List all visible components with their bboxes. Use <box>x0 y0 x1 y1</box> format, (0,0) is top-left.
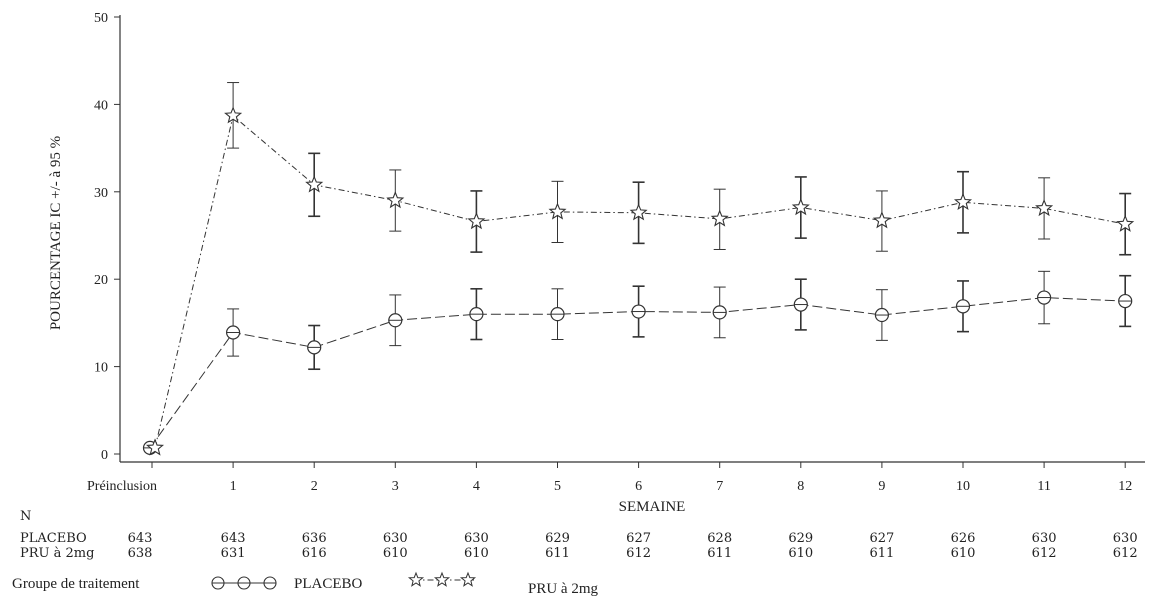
x-tick-label: 12 <box>1118 479 1132 494</box>
n-table-cell: 612 <box>1032 546 1057 561</box>
n-table-cell: 629 <box>545 531 570 546</box>
n-table-cell: 611 <box>869 546 894 561</box>
data-point <box>710 209 729 227</box>
x-tick-label: 6 <box>635 479 642 494</box>
n-table-cell: 627 <box>869 531 894 546</box>
n-table-cell: 627 <box>626 531 651 546</box>
n-table-cell: 629 <box>788 531 813 546</box>
legend-marker-star <box>407 571 425 587</box>
n-table-cell: 638 <box>128 546 153 561</box>
legend-marker-star <box>433 571 451 587</box>
x-tick-label: 5 <box>554 479 561 494</box>
n-table-cell: 630 <box>1113 531 1138 546</box>
n-table-cell: 616 <box>302 546 327 561</box>
legend: Groupe de traitement PLACEBO PRU à 2mg <box>12 571 599 597</box>
y-tick-label: 10 <box>94 361 108 376</box>
data-point <box>467 212 486 230</box>
x-axis-title: SEMAINE <box>619 499 686 515</box>
n-table-cell: 610 <box>788 546 813 561</box>
x-tick-label: 3 <box>392 479 399 494</box>
y-tick-label: 20 <box>94 273 108 288</box>
x-tick-label: 1 <box>230 479 237 494</box>
n-table: N PLACEBO 643 643 636 630 630 629 627 628 629 627 62… <box>20 509 1138 561</box>
data-point <box>629 203 648 221</box>
series-layer <box>142 82 1135 456</box>
series-line <box>149 297 1126 449</box>
n-table-cell: 628 <box>707 531 732 546</box>
n-table-cell: 643 <box>221 531 246 546</box>
data-point <box>386 191 405 209</box>
y-tick-label: 0 <box>101 448 108 463</box>
data-point <box>872 211 891 229</box>
y-tick-label: 40 <box>94 98 108 113</box>
n-table-cell: 612 <box>1113 546 1138 561</box>
legend-label-placebo: PLACEBO <box>294 576 363 592</box>
n-table-cell: 630 <box>464 531 489 546</box>
n-table-cell: 611 <box>707 546 732 561</box>
x-tick-label: 7 <box>716 479 723 494</box>
data-point <box>1116 214 1135 232</box>
data-point <box>145 438 165 456</box>
n-table-cell: 611 <box>545 546 570 561</box>
series-pru <box>145 82 1135 456</box>
x-tick-label: Préinclusion <box>87 479 157 494</box>
legend-label-pru: PRU à 2mg <box>528 581 599 597</box>
x-tick-label: 9 <box>878 479 885 494</box>
legend-marker-star <box>459 571 477 587</box>
y-tick-label: 50 <box>94 11 108 26</box>
x-tick-label: 4 <box>473 479 480 494</box>
data-point <box>1035 198 1054 217</box>
n-table-cell: 630 <box>383 531 408 546</box>
data-point <box>548 202 567 220</box>
n-table-row-label: PLACEBO <box>20 531 87 546</box>
x-tick-label: 8 <box>797 479 804 494</box>
legend-title: Groupe de traitement <box>12 576 140 592</box>
data-point <box>791 198 810 216</box>
n-table-row-label: PRU à 2mg <box>20 546 94 561</box>
n-table-cell: 631 <box>221 546 246 561</box>
data-point <box>305 175 324 193</box>
y-axis-title: POURCENTAGE IC +/- à 95 % <box>48 136 64 330</box>
x-tick-label: 10 <box>956 479 970 494</box>
n-table-cell: 630 <box>1032 531 1057 546</box>
n-table-cell: 643 <box>128 531 153 546</box>
n-table-cell: 610 <box>951 546 976 561</box>
y-tick-label: 30 <box>94 186 108 201</box>
n-table-cell: 626 <box>951 531 976 546</box>
n-table-cell: 636 <box>302 531 327 546</box>
data-point <box>224 106 243 124</box>
x-tick-label: 11 <box>1037 479 1050 494</box>
n-table-header: N <box>20 509 31 524</box>
n-table-cell: 612 <box>626 546 651 561</box>
series-placebo <box>142 270 1133 455</box>
n-table-cell: 610 <box>464 546 489 561</box>
data-point <box>953 192 973 211</box>
x-tick-label: 2 <box>311 479 318 494</box>
series-line <box>154 114 1126 449</box>
n-table-cell: 610 <box>383 546 408 561</box>
